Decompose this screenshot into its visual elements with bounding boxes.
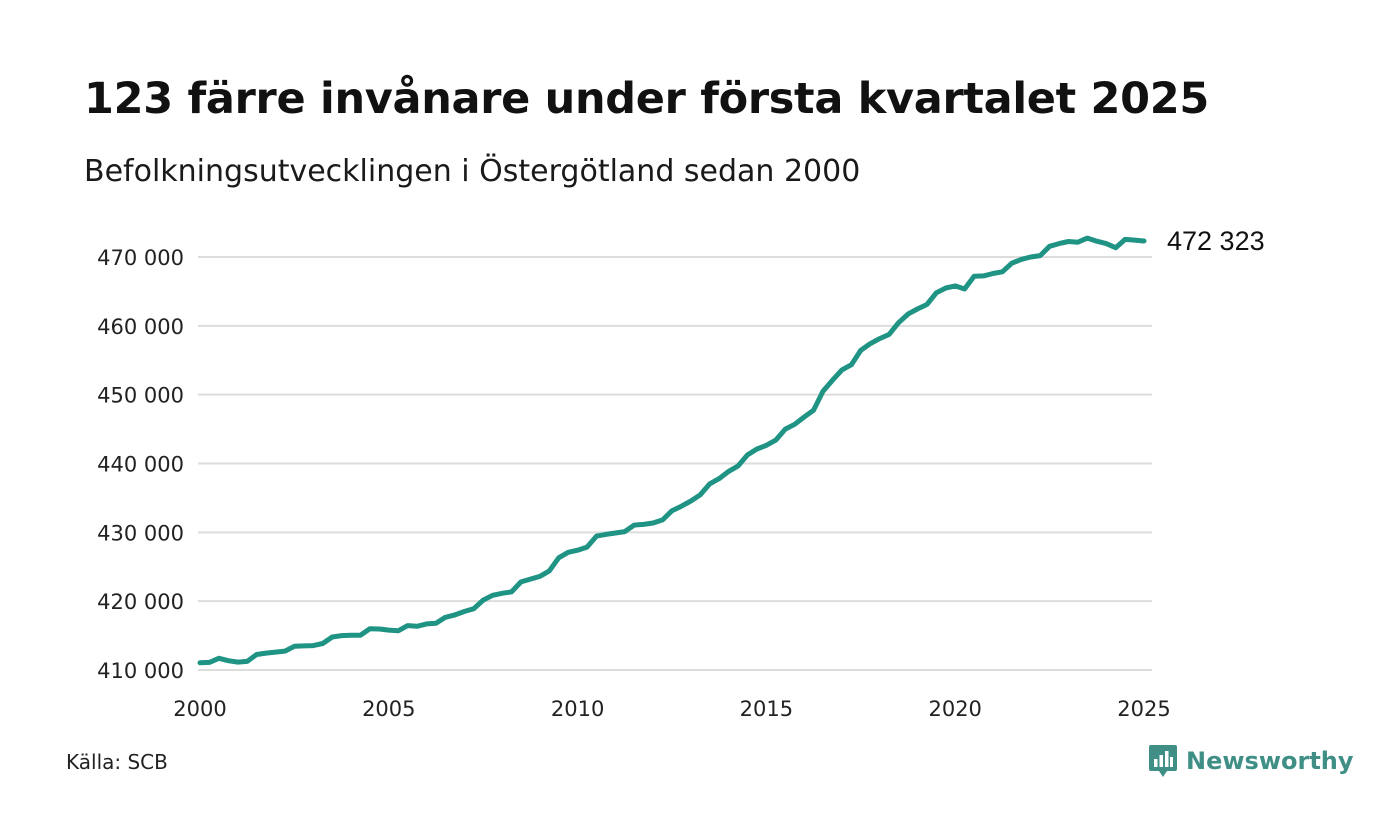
y-tick-label: 450 000 (97, 384, 184, 408)
page-title: 123 färre invånare under första kvartale… (84, 74, 1210, 124)
y-tick-label: 460 000 (97, 315, 184, 339)
y-axis-labels: 410 000 420 000 430 000 440 000 450 000 460 0… (97, 246, 184, 683)
x-tick-label: 2015 (740, 697, 793, 721)
bar-chart-icon (1149, 745, 1177, 777)
x-tick-label: 2005 (362, 697, 415, 721)
y-tick-label: 430 000 (97, 521, 184, 545)
series-line-population (197, 235, 1147, 666)
x-tick-label: 2020 (928, 697, 981, 721)
series-layer (197, 235, 1147, 666)
end-value-label: 472 323 (1167, 226, 1265, 256)
grid-lines (198, 256, 1152, 671)
x-tick-label: 2000 (173, 697, 226, 721)
x-tick-label: 2010 (551, 697, 604, 721)
y-tick-label: 470 000 (97, 246, 184, 270)
brand-logo: Newsworthy (1148, 744, 1354, 778)
y-tick-label: 420 000 (97, 590, 184, 614)
page-subtitle: Befolkningsutvecklingen i Östergötland s… (84, 154, 861, 189)
x-tick-label: 2025 (1117, 697, 1170, 721)
brand-name: Newsworthy (1186, 747, 1354, 775)
y-tick-label: 440 000 (97, 453, 184, 477)
x-axis-labels: 2000 2005 2010 2015 2020 2025 (173, 697, 1170, 721)
source-note: Källa: SCB (66, 750, 168, 774)
y-tick-label: 410 000 (97, 659, 184, 683)
